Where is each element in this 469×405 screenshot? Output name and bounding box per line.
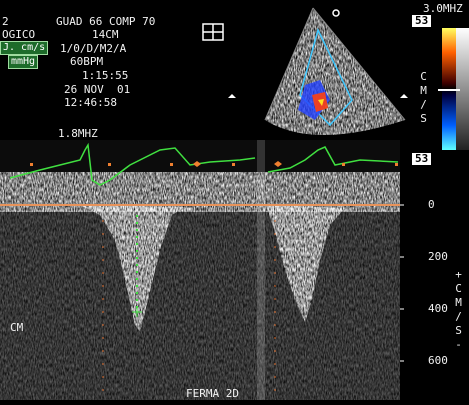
scale-label: 0 [428, 199, 435, 211]
color-frequency: 3.0MHZ [423, 3, 463, 15]
status: FERMA 2D [186, 388, 239, 400]
doppler-frequency: 1.8MHZ [58, 128, 98, 140]
marker [400, 94, 408, 98]
settings: 1/0/D/M2/A [60, 43, 126, 55]
scale-ticks [400, 205, 404, 361]
color-bottom: 53 [412, 153, 431, 165]
depth: 14CM [92, 29, 119, 41]
unit-pressure: mmHg [8, 55, 38, 69]
date: 26 NOV 01 [64, 84, 130, 96]
heart-rate: 60BPM [70, 56, 103, 68]
noise [0, 210, 400, 400]
color-unit: CM/S [417, 70, 429, 126]
preset: OGICO [2, 29, 35, 41]
scale-unit: +CM/S- [452, 268, 464, 352]
gain: GUAD 66 COMP 70 [56, 16, 155, 28]
scale-label: 200 [428, 251, 448, 263]
unit-velocity: J. cm/s [0, 41, 48, 55]
scale-label: 600 [428, 355, 448, 367]
marker [333, 10, 339, 16]
icon [203, 24, 223, 40]
ultrasound-screen: 2 GUAD 66 COMP 70 OGICO 14CM J. cm/s 1/0… [0, 0, 469, 405]
marker [228, 94, 236, 98]
scale-label: 400 [428, 303, 448, 315]
timer: 1:15:55 [82, 70, 128, 82]
time: 12:46:58 [64, 97, 117, 109]
depth-unit: CM [10, 322, 23, 334]
color-top: 53 [412, 15, 431, 27]
probe: 2 [2, 16, 9, 28]
